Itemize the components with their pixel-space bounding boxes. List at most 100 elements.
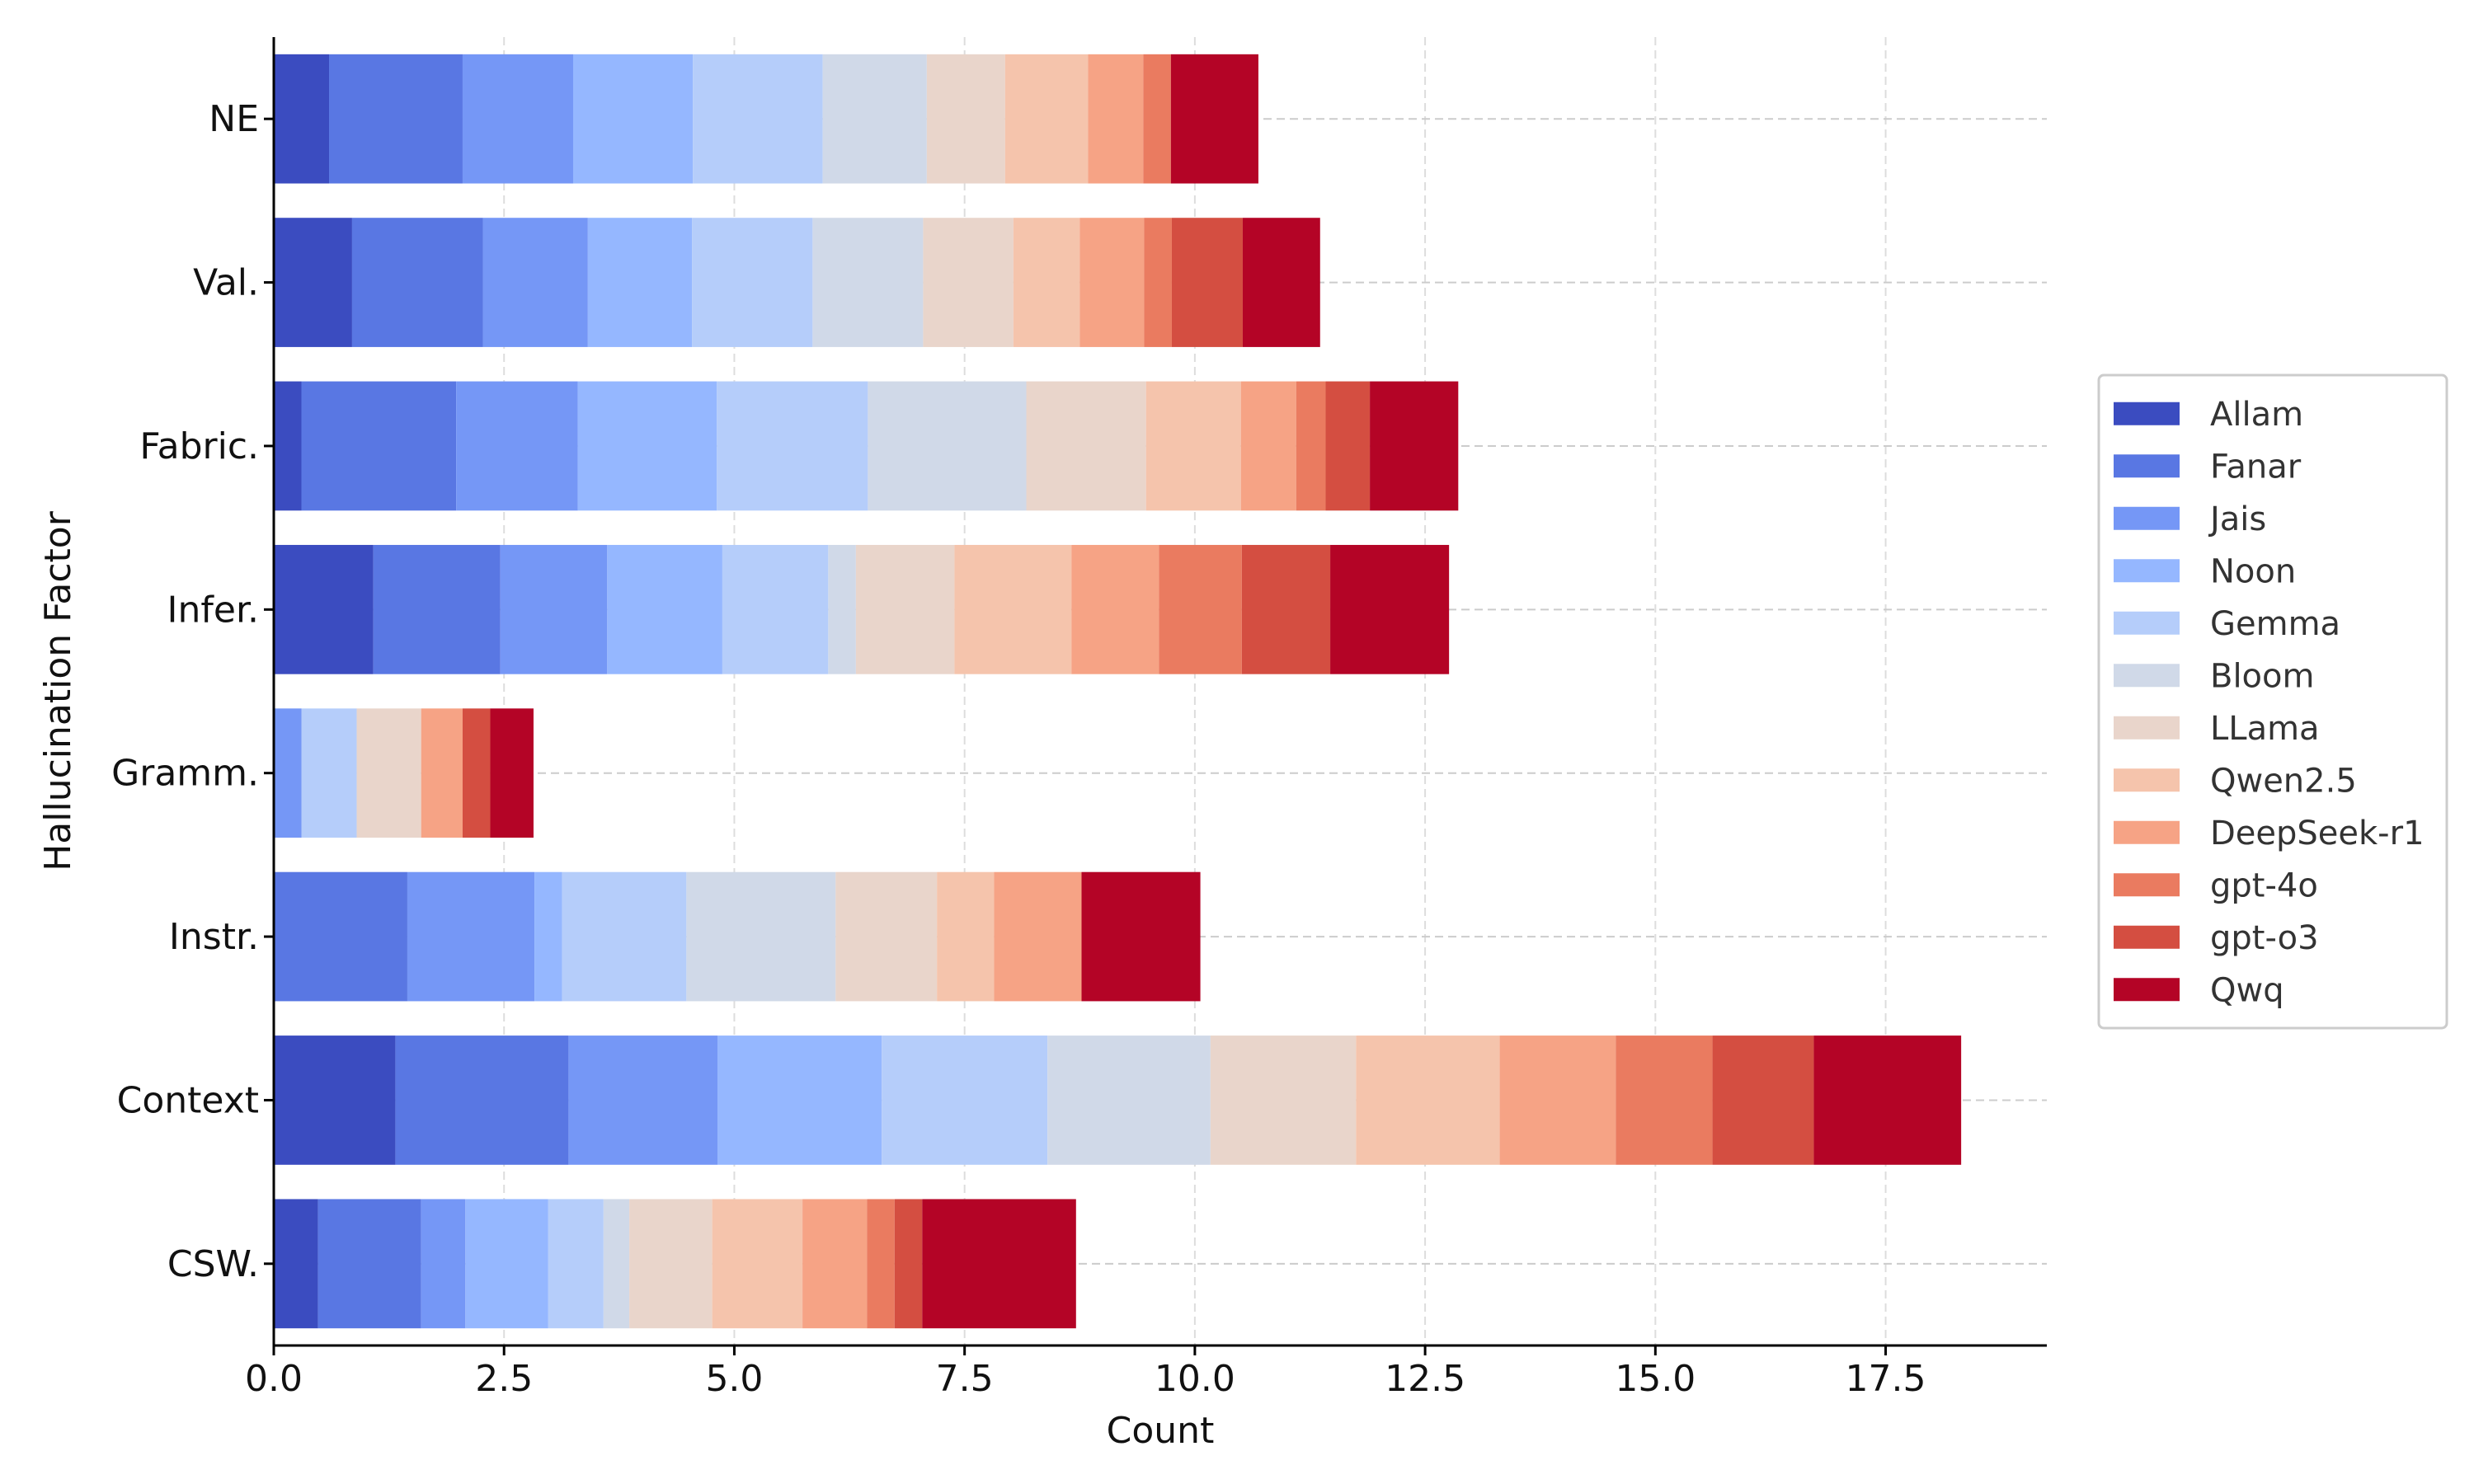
bar-instr-gemma — [562, 871, 687, 1002]
tick-labels: 0.0 2.5 5.0 7.5 10.0 12.5 15.0 17.5 NE Val. Fabric… — [111, 98, 1926, 1400]
bar-val-allam — [274, 218, 352, 347]
bar-infer-jais — [500, 544, 608, 674]
bar-gramm-llama — [356, 708, 421, 838]
bar-csw-noon — [465, 1199, 548, 1329]
x-axis-title: Count — [1107, 1410, 1215, 1452]
legend-label: Gemma — [2210, 605, 2340, 643]
bar-csw-allam — [274, 1199, 318, 1329]
bar-val-fanar — [351, 218, 483, 347]
y-tick-label: Fabric. — [139, 425, 259, 467]
axes — [272, 37, 2047, 1347]
bar-infer-gemma — [722, 544, 829, 674]
legend-swatch — [2114, 454, 2180, 478]
bar-fabric-qwen25 — [1145, 381, 1241, 511]
bar-instr-qwen25 — [937, 871, 995, 1002]
bar-val-qwq — [1242, 218, 1320, 347]
bar-fabric-gpt4o — [1296, 381, 1326, 511]
legend-label: LLama — [2210, 710, 2320, 748]
bar-csw-gpto3 — [894, 1199, 923, 1329]
bar-csw-gemma — [548, 1199, 604, 1329]
y-tick-label: Instr. — [169, 916, 259, 958]
bar-context-noon — [717, 1036, 882, 1165]
bar-csw-qwq — [922, 1199, 1076, 1329]
x-tick-label: 5.0 — [705, 1358, 763, 1400]
bar-ne-qwq — [1170, 54, 1258, 184]
bar-context-jais — [568, 1036, 718, 1165]
bar-fabric-gpto3 — [1325, 381, 1371, 511]
bar-infer-allam — [274, 544, 374, 674]
legend-swatch — [2114, 506, 2180, 530]
bar-fabric-qwq — [1370, 381, 1459, 511]
bar-gramm-gpto3 — [462, 708, 491, 838]
y-tick-label: NE — [209, 98, 259, 140]
bar-csw-deepseekr1 — [802, 1199, 868, 1329]
bar-val-llama — [923, 218, 1014, 347]
bar-instr-qwq — [1081, 871, 1201, 1002]
bar-val-gemma — [692, 218, 813, 347]
bar-val-bloom — [812, 218, 924, 347]
bar-context-qwen25 — [1356, 1036, 1500, 1165]
bar-gramm-jais — [274, 708, 302, 838]
x-tick-label: 2.5 — [475, 1358, 533, 1400]
bar-instr-bloom — [686, 871, 836, 1002]
bar-ne-noon — [572, 54, 694, 184]
bar-fabric-jais — [456, 381, 578, 511]
legend-label: Noon — [2210, 552, 2296, 590]
legend-label: Qwq — [2210, 971, 2284, 1009]
bar-instr-jais — [407, 871, 535, 1002]
bar-instr-deepseekr1 — [994, 871, 1082, 1002]
legend-swatch — [2114, 716, 2180, 740]
bar-infer-fanar — [373, 544, 501, 674]
y-tick-label: Val. — [193, 262, 259, 304]
bar-infer-bloom — [828, 544, 856, 674]
bar-csw-jais — [421, 1199, 466, 1329]
bar-infer-qwq — [1330, 544, 1450, 674]
bar-ne-qwen25 — [1004, 54, 1089, 184]
bar-fabric-bloom — [868, 381, 1027, 511]
bar-csw-bloom — [603, 1199, 630, 1329]
bar-ne-deepseekr1 — [1088, 54, 1144, 184]
bar-val-gpto3 — [1171, 218, 1243, 347]
legend-swatch — [2114, 402, 2180, 425]
legend-label: gpt-o3 — [2210, 919, 2319, 957]
bar-ne-llama — [926, 54, 1005, 184]
bar-context-bloom — [1047, 1036, 1211, 1165]
bar-ne-gpt4o — [1143, 54, 1171, 184]
bar-csw-fanar — [317, 1199, 421, 1329]
x-tick-label: 15.0 — [1615, 1358, 1696, 1400]
bar-instr-llama — [835, 871, 938, 1002]
y-tick-label: Context — [117, 1079, 259, 1121]
bar-context-llama — [1210, 1036, 1357, 1165]
bar-infer-gpt4o — [1159, 544, 1242, 674]
bar-csw-gpt4o — [867, 1199, 895, 1329]
y-tick-label: CSW. — [167, 1243, 259, 1285]
bar-context-qwq — [1813, 1036, 1962, 1165]
bar-instr-fanar — [274, 871, 407, 1002]
bar-ne-fanar — [329, 54, 463, 184]
x-tick-label: 0.0 — [245, 1358, 303, 1400]
legend-label: Qwen2.5 — [2210, 762, 2357, 800]
x-tick-label: 12.5 — [1385, 1358, 1465, 1400]
bar-infer-gpto3 — [1241, 544, 1331, 674]
legend-swatch — [2114, 820, 2180, 844]
bar-ne-gemma — [693, 54, 823, 184]
bar-val-jais — [482, 218, 588, 347]
bar-ne-jais — [462, 54, 573, 184]
bar-fabric-gemma — [717, 381, 868, 511]
bar-infer-noon — [607, 544, 722, 674]
bar-fabric-llama — [1026, 381, 1146, 511]
bar-ne-bloom — [822, 54, 927, 184]
y-tick-label: Infer. — [167, 589, 259, 631]
bar-fabric-deepseekr1 — [1240, 381, 1296, 511]
bar-instr-noon — [534, 871, 562, 1002]
legend-label: Allam — [2210, 396, 2303, 434]
legend-swatch — [2114, 664, 2180, 688]
x-tick-label: 7.5 — [936, 1358, 994, 1400]
bar-gramm-gemma — [301, 708, 357, 838]
legend-frame — [2097, 373, 2448, 1030]
bar-val-gpt4o — [1144, 218, 1172, 347]
bar-infer-llama — [855, 544, 955, 674]
legend: Allam Fanar Jais Noon Gemma Bloom LLama Qwen2.5… — [2097, 373, 2448, 1030]
bar-val-qwen25 — [1013, 218, 1080, 347]
y-tick-label: Gramm. — [111, 753, 259, 795]
